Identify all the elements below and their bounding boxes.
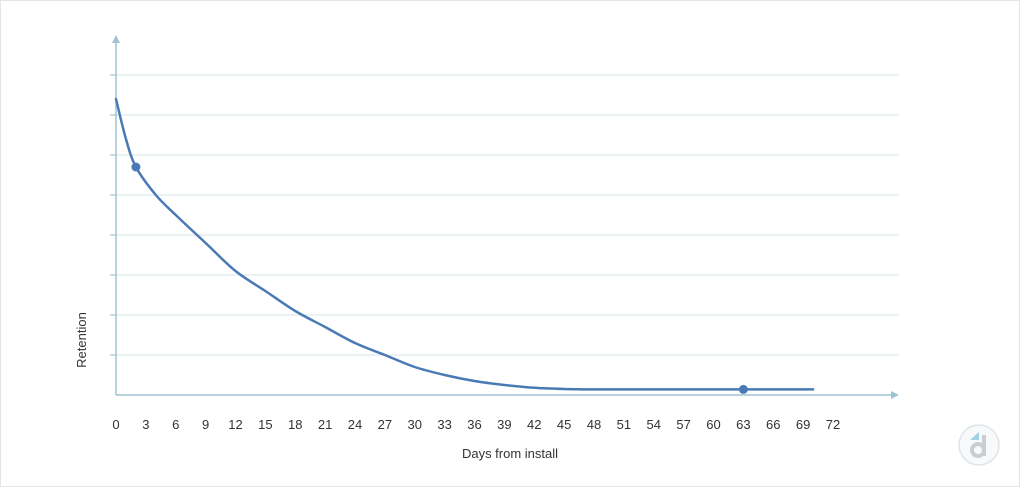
x-tick-label: 42 — [527, 417, 541, 432]
y-axis-arrow — [112, 35, 120, 43]
x-tick-label: 54 — [647, 417, 661, 432]
x-tick-label: 60 — [706, 417, 720, 432]
x-tick-label: 36 — [467, 417, 481, 432]
x-tick-label: 48 — [587, 417, 601, 432]
x-tick-label: 30 — [408, 417, 422, 432]
x-tick-label: 3 — [142, 417, 149, 432]
data-point-marker — [738, 384, 748, 394]
x-tick-label: 24 — [348, 417, 362, 432]
x-axis-title: Days from install — [462, 446, 558, 461]
axes-layer — [110, 35, 899, 399]
x-tick-label: 69 — [796, 417, 810, 432]
x-tick-label: 21 — [318, 417, 332, 432]
x-tick-label: 45 — [557, 417, 571, 432]
x-tick-label: 9 — [202, 417, 209, 432]
x-tick-label: 33 — [437, 417, 451, 432]
x-tick-label: 0 — [112, 417, 119, 432]
x-tick-label: 12 — [228, 417, 242, 432]
x-tick-label: 39 — [497, 417, 511, 432]
retention-line — [114, 97, 815, 391]
x-axis-arrow — [891, 391, 899, 399]
grid-layer — [116, 74, 899, 356]
series-layer — [114, 97, 815, 394]
x-tick-label: 66 — [766, 417, 780, 432]
data-point-marker — [131, 162, 141, 172]
x-tick-label: 72 — [826, 417, 840, 432]
y-axis-title: Retention — [74, 312, 89, 368]
x-tick-labels: 0 3 6 9 12 15 18 21 24 27 30 33 36 39 42 45 48 51 54 57 60 63… — [112, 417, 840, 432]
x-tick-label: 51 — [617, 417, 631, 432]
x-tick-label: 57 — [676, 417, 690, 432]
x-tick-label: 18 — [288, 417, 302, 432]
x-tick-label: 6 — [172, 417, 179, 432]
x-tick-label: 63 — [736, 417, 750, 432]
x-tick-label: 27 — [378, 417, 392, 432]
x-tick-label: 15 — [258, 417, 272, 432]
devtodev-logo-icon — [957, 423, 1001, 467]
